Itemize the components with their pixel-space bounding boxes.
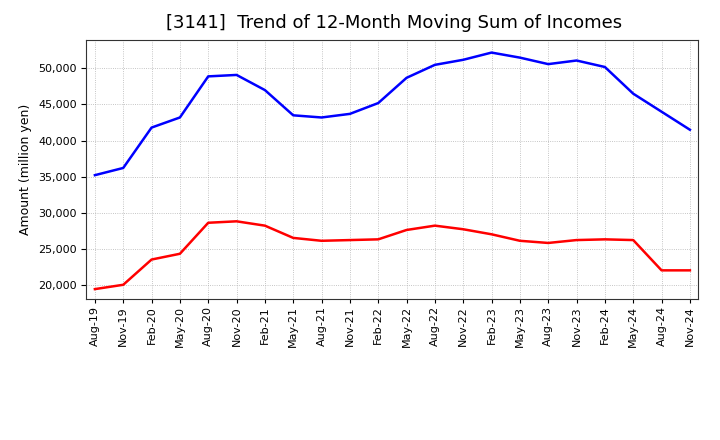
Net Income [544,240,552,246]
Ordinary Income [119,165,127,171]
Net Income [600,237,609,242]
Net Income [657,268,666,273]
Y-axis label: Amount (million yen): Amount (million yen) [19,104,32,235]
Text: [3141]  Trend of 12-Month Moving Sum of Incomes: [3141] Trend of 12-Month Moving Sum of I… [166,15,622,33]
Ordinary Income [91,172,99,178]
Net Income [91,286,99,292]
Ordinary Income [516,55,524,60]
Net Income [402,227,411,233]
Ordinary Income [148,125,156,130]
Net Income [176,251,184,257]
Ordinary Income [402,75,411,81]
Ordinary Income [204,74,212,79]
Net Income [431,223,439,228]
Net Income [346,238,354,243]
Net Income [148,257,156,262]
Net Income [119,282,127,287]
Ordinary Income [318,115,326,120]
Ordinary Income [261,88,269,93]
Net Income [261,223,269,228]
Ordinary Income [374,100,382,106]
Ordinary Income [685,127,694,132]
Ordinary Income [600,64,609,70]
Net Income [318,238,326,243]
Ordinary Income [431,62,439,67]
Ordinary Income [657,109,666,114]
Line: Ordinary Income: Ordinary Income [95,52,690,175]
Net Income [289,235,297,241]
Net Income [516,238,524,243]
Net Income [233,219,241,224]
Ordinary Income [629,91,637,96]
Ordinary Income [289,113,297,118]
Ordinary Income [176,115,184,120]
Line: Net Income: Net Income [95,221,690,289]
Net Income [204,220,212,225]
Net Income [459,227,467,232]
Net Income [685,268,694,273]
Ordinary Income [544,62,552,67]
Ordinary Income [459,57,467,62]
Ordinary Income [346,111,354,117]
Net Income [572,238,581,243]
Ordinary Income [487,50,496,55]
Ordinary Income [233,72,241,77]
Net Income [374,237,382,242]
Net Income [487,231,496,237]
Ordinary Income [572,58,581,63]
Net Income [629,238,637,243]
